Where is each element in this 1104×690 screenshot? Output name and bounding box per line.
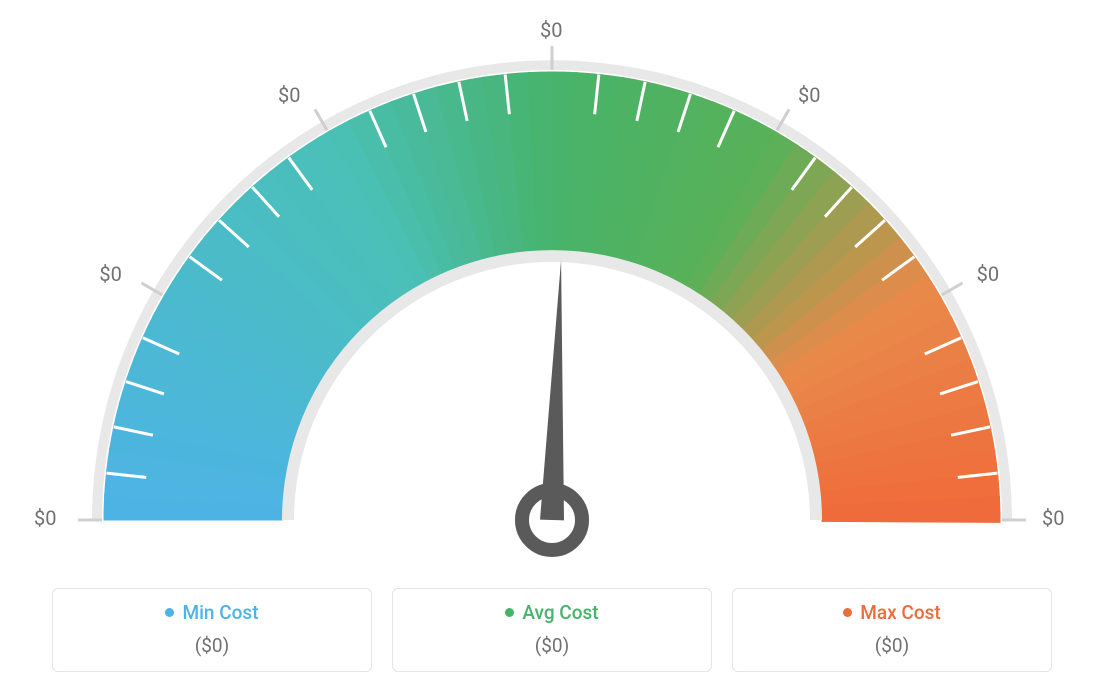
legend-dot-min [165, 608, 174, 617]
legend-value-avg: ($0) [393, 634, 711, 657]
legend-value-max: ($0) [733, 634, 1051, 657]
legend-value-min: ($0) [53, 634, 371, 657]
legend-card-min: Min Cost ($0) [52, 588, 372, 672]
legend-label-max: Max Cost [860, 601, 940, 624]
legend-title-max: Max Cost [843, 601, 940, 624]
legend-title-avg: Avg Cost [505, 601, 598, 624]
legend-card-avg: Avg Cost ($0) [392, 588, 712, 672]
legend-label-min: Min Cost [182, 601, 258, 624]
gauge-chart: $0 $0 $0 $0 $0 $0 $0 [0, 0, 1104, 560]
legend-card-max: Max Cost ($0) [732, 588, 1052, 672]
cost-gauge-widget: $0 $0 $0 $0 $0 $0 $0 Min Cost ($0) Avg Cost ($… [0, 0, 1104, 690]
gauge-tick-label: $0 [977, 262, 999, 286]
gauge-tick-label: $0 [1042, 506, 1064, 530]
legend-row: Min Cost ($0) Avg Cost ($0) Max Cost ($0… [0, 588, 1104, 672]
legend-title-min: Min Cost [165, 601, 258, 624]
legend-dot-avg [505, 608, 514, 617]
legend-label-avg: Avg Cost [522, 601, 598, 624]
gauge-tick-label: $0 [99, 262, 121, 286]
gauge-tick-label: $0 [540, 18, 562, 42]
legend-dot-max [843, 608, 852, 617]
gauge-tick-label: $0 [34, 506, 56, 530]
gauge-tick-label: $0 [278, 83, 300, 107]
gauge-tick-label: $0 [798, 83, 820, 107]
gauge-svg [0, 0, 1104, 560]
